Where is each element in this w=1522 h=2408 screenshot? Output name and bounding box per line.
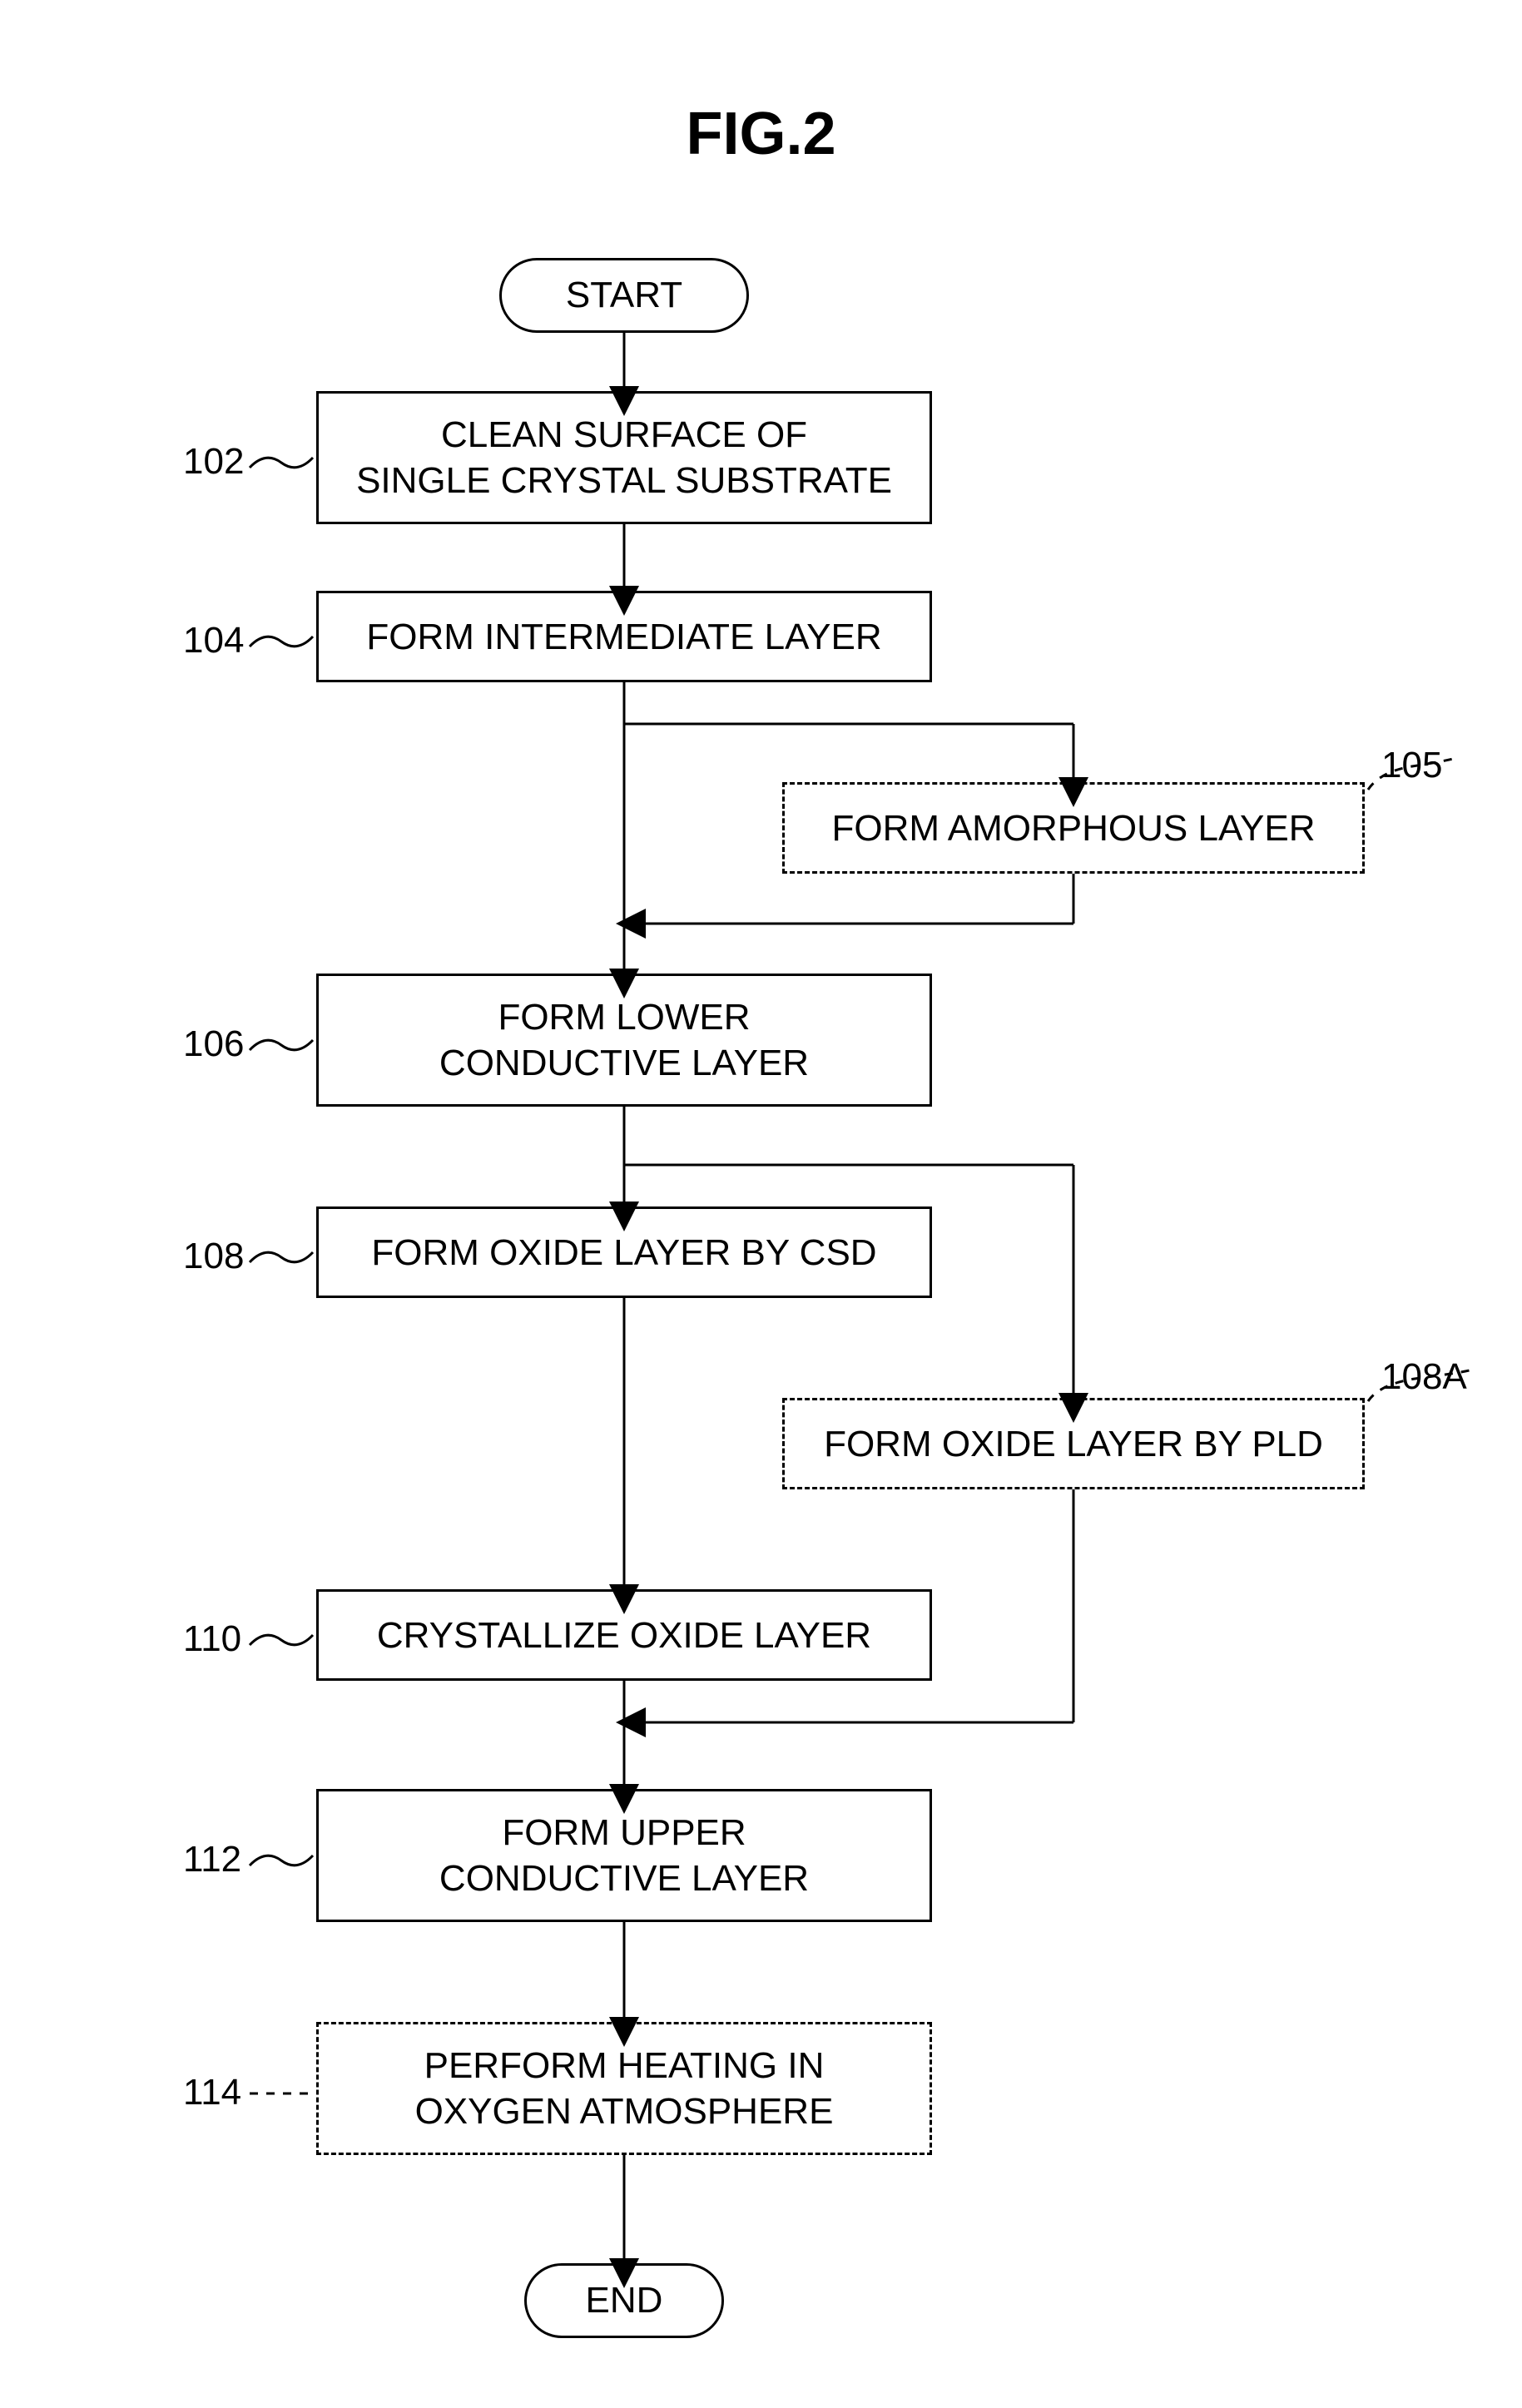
figure-title: FIG.2 [686,100,835,168]
step-label-102: 102 [183,441,244,483]
process-112-text: FORM UPPER CONDUCTIVE LAYER [439,1810,809,1901]
step-label-104: 104 [183,620,244,661]
process-104: FORM INTERMEDIATE LAYER [316,591,932,682]
process-112: FORM UPPER CONDUCTIVE LAYER [316,1789,932,1922]
step-label-108: 108 [183,1236,244,1277]
process-108A-text: FORM OXIDE LAYER BY PLD [824,1421,1323,1467]
end-terminal-label: END [586,2280,663,2321]
process-104-text: FORM INTERMEDIATE LAYER [366,614,881,660]
step-label-106: 106 [183,1023,244,1065]
process-106-text: FORM LOWER CONDUCTIVE LAYER [439,994,809,1086]
process-110: CRYSTALLIZE OXIDE LAYER [316,1589,932,1681]
process-102: CLEAN SURFACE OF SINGLE CRYSTAL SUBSTRAT… [316,391,932,524]
start-terminal-label: START [566,275,682,316]
process-108-text: FORM OXIDE LAYER BY CSD [371,1230,876,1276]
step-label-110: 110 [183,1618,241,1660]
process-108A: FORM OXIDE LAYER BY PLD [782,1398,1365,1489]
step-label-105: 105 [1381,745,1442,786]
process-114: PERFORM HEATING IN OXYGEN ATMOSPHERE [316,2022,932,2155]
end-terminal: END [524,2263,724,2338]
process-108: FORM OXIDE LAYER BY CSD [316,1206,932,1298]
process-105-text: FORM AMORPHOUS LAYER [831,805,1315,851]
start-terminal: START [499,258,749,333]
step-label-114: 114 [183,2072,241,2113]
process-105: FORM AMORPHOUS LAYER [782,782,1365,874]
step-label-108A: 108A [1381,1356,1467,1398]
process-102-text: CLEAN SURFACE OF SINGLE CRYSTAL SUBSTRAT… [356,412,892,503]
step-label-112: 112 [183,1839,241,1880]
process-110-text: CRYSTALLIZE OXIDE LAYER [377,1613,871,1658]
process-106: FORM LOWER CONDUCTIVE LAYER [316,974,932,1107]
process-114-text: PERFORM HEATING IN OXYGEN ATMOSPHERE [415,2043,834,2134]
